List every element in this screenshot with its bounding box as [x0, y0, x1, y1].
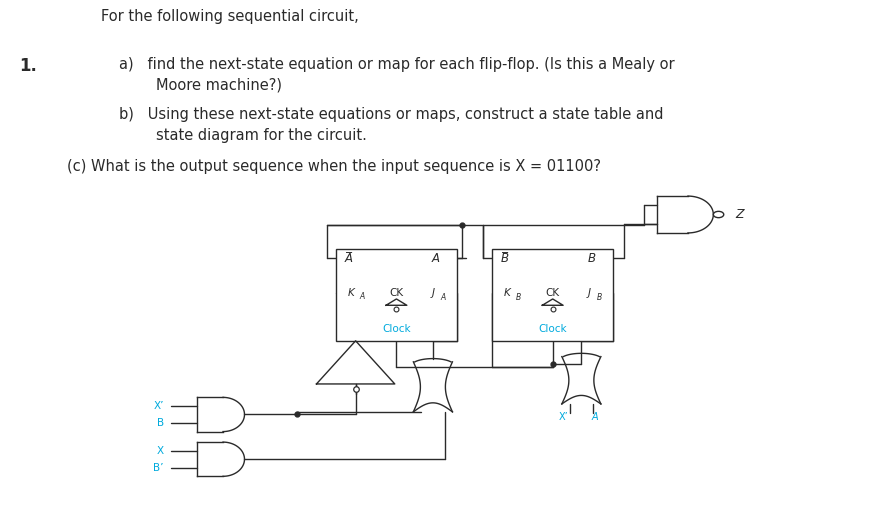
Text: b)   Using these next-state equations or maps, construct a state table and: b) Using these next-state equations or m… [118, 107, 663, 122]
Text: X’: X’ [153, 401, 164, 411]
Text: a)   find the next-state equation or map for each flip-flop. (Is this a Mealy or: a) find the next-state equation or map f… [118, 57, 674, 71]
Text: B̅: B̅ [501, 252, 509, 264]
Text: CK: CK [389, 288, 403, 298]
Text: Clock: Clock [538, 324, 567, 334]
Text: B: B [588, 252, 596, 264]
Text: X’: X’ [559, 412, 569, 422]
Text: X: X [157, 445, 164, 455]
Text: 1.: 1. [19, 57, 37, 75]
Bar [335, 249, 457, 341]
Text: J: J [588, 288, 591, 298]
Text: B’: B’ [153, 463, 164, 473]
Text: B: B [157, 418, 164, 428]
Text: J: J [431, 288, 435, 298]
Text: A: A [591, 412, 598, 422]
Text: CK: CK [545, 288, 560, 298]
Text: For the following sequential circuit,: For the following sequential circuit, [101, 10, 359, 24]
Text: (c) What is the output sequence when the input sequence is X = 01100?: (c) What is the output sequence when the… [66, 159, 600, 174]
Text: A̅: A̅ [345, 252, 353, 264]
Text: A: A [359, 292, 364, 301]
Text: state diagram for the circuit.: state diagram for the circuit. [118, 127, 367, 143]
Text: Z: Z [735, 208, 744, 221]
Text: A: A [441, 293, 446, 302]
Text: K: K [504, 288, 511, 298]
Text: A: A [431, 252, 440, 264]
Text: B: B [597, 293, 602, 302]
Text: Moore machine?): Moore machine?) [118, 78, 281, 93]
Text: K: K [348, 288, 354, 298]
Text: Clock: Clock [382, 324, 411, 334]
Bar [492, 249, 613, 341]
Text: B: B [516, 293, 521, 302]
Circle shape [713, 212, 724, 217]
